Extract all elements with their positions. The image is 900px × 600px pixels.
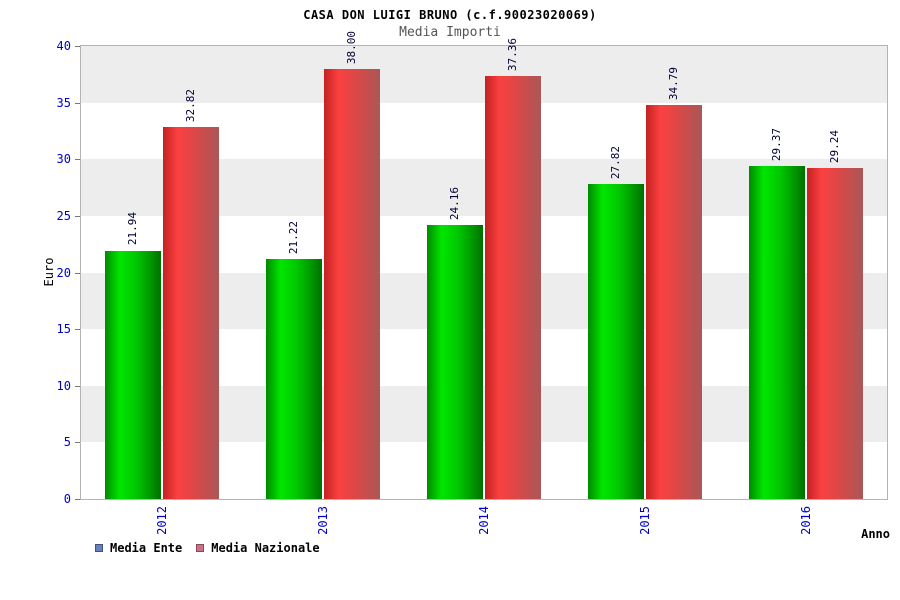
x-category-label: 2013 <box>315 506 330 535</box>
y-tick-mark <box>75 499 80 500</box>
plot-area: 21.94 32.82 21.22 38.00 24.16 37.36 27.82 34.79… <box>80 31 888 500</box>
bar-value-label: 27.82 <box>609 145 623 179</box>
y-tick-mark <box>75 159 80 161</box>
y-tick-mark <box>75 385 80 387</box>
x-axis-title: Anno <box>861 527 890 541</box>
bar-value-label: 29.24 <box>828 129 842 163</box>
bar-media-ente-2013 <box>265 258 322 499</box>
y-tick-mark <box>75 46 80 47</box>
bar-media-nazionale-2015 <box>646 105 703 499</box>
chart-title: CASA DON LUIGI BRUNO (c.f.90023020069) <box>303 8 597 22</box>
y-axis: 0 5 10 15 20 25 30 35 40 <box>0 39 80 506</box>
bar-value-label: 29.37 <box>770 128 784 162</box>
bar-value-label: 32.82 <box>183 89 197 123</box>
y-tick-label: 30 <box>56 152 71 167</box>
bar-value-label: 37.36 <box>506 37 519 71</box>
bar-value-label: 21.22 <box>286 220 300 254</box>
x-category-label: 2015 <box>638 506 653 535</box>
bar-media-ente-2014 <box>427 225 483 499</box>
legend: Media Ente Media Nazionale <box>95 541 320 555</box>
legend-swatch <box>196 544 205 552</box>
bar-value-label: 34.79 <box>667 66 681 101</box>
y-tick-label: 40 <box>56 39 71 53</box>
legend-swatch <box>95 544 103 552</box>
bar-media-ente-2015 <box>588 183 645 499</box>
y-tick-mark <box>75 329 80 331</box>
legend-item-media-nazionale: Media Nazionale <box>196 541 320 555</box>
y-tick-label: 35 <box>56 95 71 110</box>
y-tick-mark <box>75 272 80 274</box>
y-tick-mark <box>75 442 80 444</box>
bar-media-ente-2016 <box>749 166 806 499</box>
y-tick-label: 20 <box>56 265 71 280</box>
bar-media-nazionale-2014 <box>485 75 541 499</box>
x-category-label: 2016 <box>799 506 814 535</box>
bar-media-ente-2012 <box>104 250 161 499</box>
legend-item-media-ente: Media Ente <box>95 541 182 555</box>
y-tick-label: 15 <box>56 322 71 337</box>
y-tick-label: 0 <box>63 492 71 506</box>
x-category-label: 2014 <box>477 506 491 535</box>
y-tick-label: 5 <box>63 435 71 450</box>
bar-media-nazionale-2012 <box>162 127 219 499</box>
bar-value-label: 21.94 <box>125 212 139 246</box>
bar-value-label: 38.00 <box>344 30 358 64</box>
legend-label: Media Ente <box>110 541 183 555</box>
bar-media-nazionale-2013 <box>323 68 380 499</box>
chart-subtitle: Media Importi <box>399 25 501 40</box>
y-tick-mark <box>75 215 80 217</box>
legend-label: Media Nazionale <box>211 541 320 555</box>
y-tick-label: 10 <box>56 378 71 393</box>
y-tick-mark <box>75 102 80 104</box>
bar-value-label: 24.16 <box>448 187 461 221</box>
x-category-label: 2012 <box>154 506 169 535</box>
bar-media-nazionale-2016 <box>807 167 864 499</box>
y-tick-label: 25 <box>56 208 71 223</box>
grid-band <box>81 46 887 103</box>
